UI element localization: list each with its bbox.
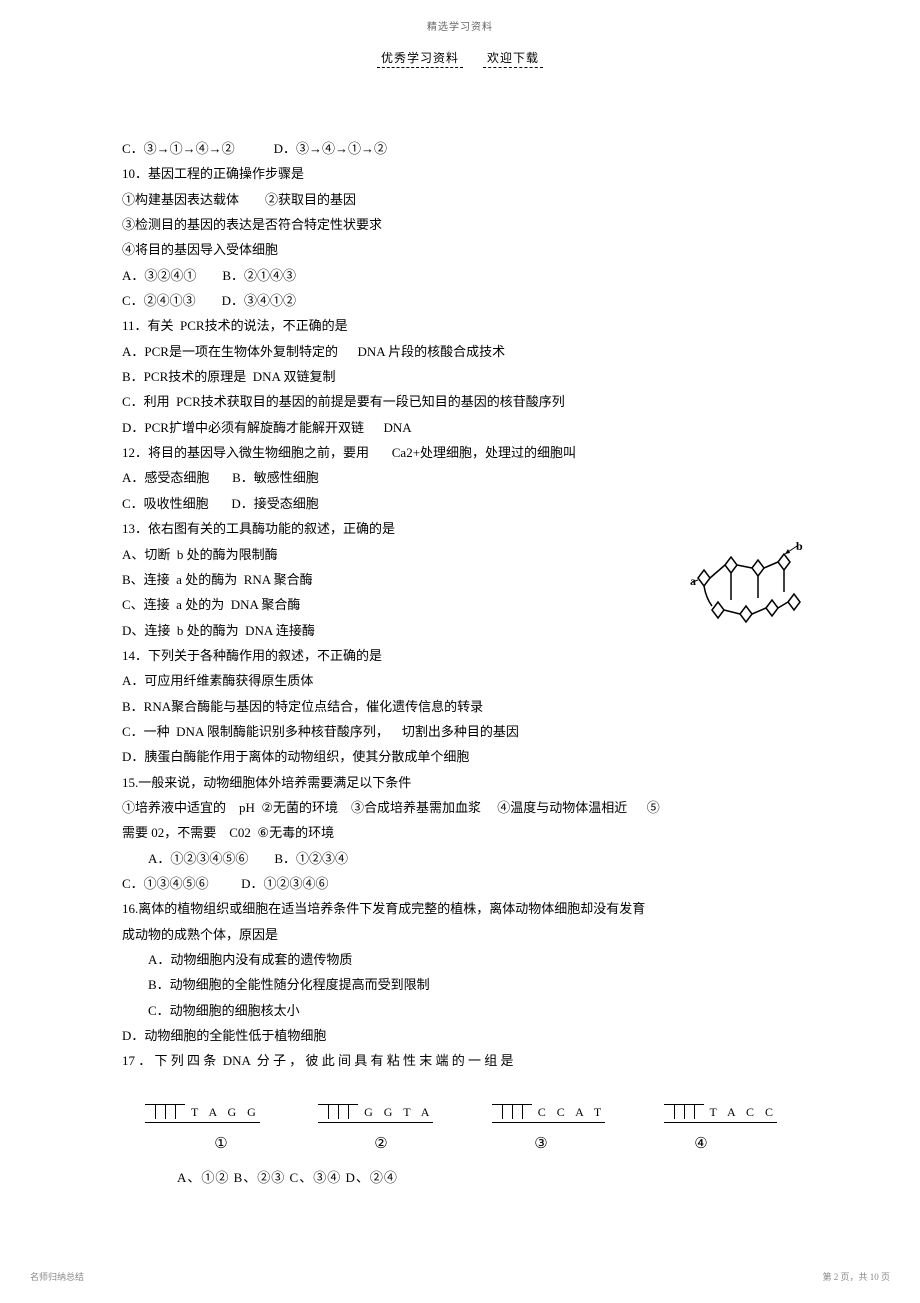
line: C．利用 PCR技术获取目的基因的前提是要有一段已知目的基因的核苷酸序列 bbox=[122, 389, 800, 414]
line: D．动物细胞的全能性低于植物细胞 bbox=[122, 1023, 800, 1048]
line: C．一种 DNA 限制酶能识别多种核苷酸序列， 切割出多种目的基因 bbox=[122, 719, 800, 744]
line: A．可应用纤维素酶获得原生质体 bbox=[122, 668, 800, 693]
doc-header: 精选学习资料 bbox=[0, 0, 920, 33]
line: ③检测目的基因的表达是否符合特定性状要求 bbox=[122, 212, 800, 237]
num-3: ③ bbox=[534, 1130, 547, 1159]
strand-1: T A G G bbox=[145, 1102, 260, 1124]
footer-right: 第 2 页，共 10 页 bbox=[822, 1270, 890, 1283]
num-1: ① bbox=[214, 1130, 227, 1159]
line: 15.一般来说，动物细胞体外培养需要满足以下条件 bbox=[122, 770, 800, 795]
line: A．动物细胞内没有成套的遗传物质 bbox=[122, 947, 800, 972]
num-2: ② bbox=[374, 1130, 387, 1159]
q17-answers: A、①② B、②③ C、③④ D、②④ bbox=[141, 1159, 781, 1190]
line: C．吸收性细胞 D．接受态细胞 bbox=[122, 491, 800, 516]
line: D．PCR扩增中必须有解旋酶才能解开双链 DNA bbox=[122, 415, 800, 440]
line: 13．依右图有关的工具酶功能的叙述，正确的是 bbox=[122, 516, 800, 541]
line: B．RNA聚合酶能与基因的特定位点结合，催化遗传信息的转录 bbox=[122, 694, 800, 719]
line: 10．基因工程的正确操作步骤是 bbox=[122, 161, 800, 186]
strand-4: T A C C bbox=[664, 1102, 777, 1124]
line: A．PCR是一项在生物体外复制特定的 DNA 片段的核酸合成技术 bbox=[122, 339, 800, 364]
num-4: ④ bbox=[694, 1130, 707, 1159]
line: B．PCR技术的原理是 DNA 双链复制 bbox=[122, 364, 800, 389]
line: ④将目的基因导入受体细胞 bbox=[122, 237, 800, 262]
line: C．①③④⑤⑥ D．①②③④⑥ bbox=[122, 871, 800, 896]
strand-2: G G T A bbox=[318, 1102, 433, 1124]
line: 需要 02，不需要 C02 ⑥无毒的环境 bbox=[122, 820, 800, 845]
line: ①构建基因表达载体 ②获取目的基因 bbox=[122, 187, 800, 212]
strand-numbers: ① ② ③ ④ bbox=[141, 1130, 781, 1159]
strands-row: T A G G G G T A C C A T bbox=[141, 1102, 781, 1124]
doc-subheader: 优秀学习资料 欢迎下载 bbox=[0, 49, 920, 66]
line: A．①②③④⑤⑥ B．①②③④ bbox=[122, 846, 800, 871]
footer-left: 名师归纳总结 bbox=[30, 1270, 84, 1283]
line: 成动物的成熟个体，原因是 bbox=[122, 922, 800, 947]
line: A．③②④① B．②①④③ bbox=[122, 263, 800, 288]
line: 16.离体的植物组织或细胞在适当培养条件下发育成完整的植株，离体动物体细胞却没有… bbox=[122, 896, 800, 921]
dna-strands-figure: T A G G G G T A C C A T bbox=[141, 1102, 781, 1191]
line: C．动物细胞的细胞核太小 bbox=[122, 998, 800, 1023]
line: 12．将目的基因导入微生物细胞之前，要用 Ca2+处理细胞，处理过的细胞叫 bbox=[122, 440, 800, 465]
line: B．动物细胞的全能性随分化程度提高而受到限制 bbox=[122, 972, 800, 997]
subheader-right: 欢迎下载 bbox=[483, 51, 543, 68]
line: D．胰蛋白酶能作用于离体的动物组织，使其分散成单个细胞 bbox=[122, 744, 800, 769]
line: 11．有关 PCR技术的说法，不正确的是 bbox=[122, 313, 800, 338]
line: ①培养液中适宜的 pH ②无菌的环境 ③合成培养基需加血浆 ④温度与动物体温相近… bbox=[122, 795, 800, 820]
strand-3: C C A T bbox=[492, 1102, 605, 1124]
subheader-left: 优秀学习资料 bbox=[377, 51, 463, 68]
dna-tool-diagram: a b bbox=[690, 540, 805, 635]
line: C．②④①③ D．③④①② bbox=[122, 288, 800, 313]
line: A．感受态细胞 B．敏感性细胞 bbox=[122, 465, 800, 490]
line: 17 ． 下 列 四 条 DNA 分 子 ， 彼 此 间 具 有 粘 性 末 端… bbox=[122, 1048, 800, 1073]
line: 14．下列关于各种酶作用的叙述，不正确的是 bbox=[122, 643, 800, 668]
line: C．③→①→④→② D．③→④→①→② bbox=[122, 136, 800, 161]
